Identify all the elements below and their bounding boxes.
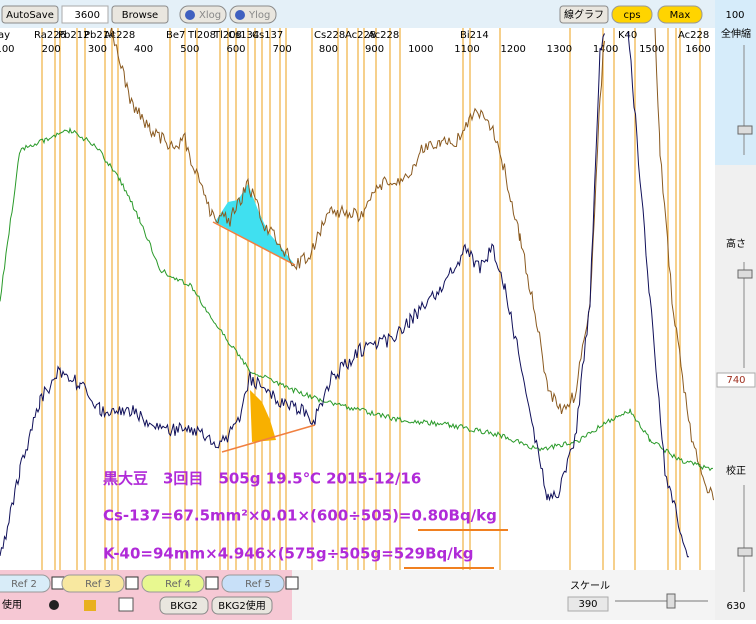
energy-tick-label: 500: [180, 44, 199, 55]
xlog-label: Xlog: [199, 10, 221, 21]
list-icon[interactable]: [118, 597, 134, 612]
ref-buttons: Ref 2 Ref 3 Ref 4 Ref 5: [0, 574, 299, 593]
height-value: 740: [726, 375, 745, 386]
ref-label: Ref 5: [245, 579, 271, 590]
max-button[interactable]: [657, 5, 703, 24]
scale-value: 390: [578, 599, 597, 610]
nuclide-label: Bi214: [460, 30, 489, 41]
energy-tick-label: 800: [319, 44, 338, 55]
ref-button[interactable]: [141, 574, 205, 593]
energy-tick-label: 1600: [685, 44, 710, 55]
slider-thumb[interactable]: [737, 269, 753, 279]
scale-label: スケール: [570, 580, 610, 592]
cs137-area-2: [250, 390, 276, 442]
zoom-panel: [715, 0, 756, 165]
ref-checkbox[interactable]: [285, 576, 299, 590]
lock-icon[interactable]: [84, 600, 96, 611]
calibration-value: 630: [726, 601, 745, 612]
energy-tick-label: 1500: [639, 44, 664, 55]
browse-button[interactable]: [111, 5, 169, 24]
nuclide-label: Pb212: [58, 30, 89, 41]
energy-tick-label: 1400: [593, 44, 618, 55]
ref-checkbox[interactable]: [205, 576, 219, 590]
annotation-title: 黒大豆 3回目 505g 19.5℃ 2015-12/16: [103, 470, 421, 488]
energy-tick-label: 1300: [547, 44, 572, 55]
ref-button[interactable]: [0, 574, 51, 593]
bkg2-use-label: BKG2使用: [218, 599, 266, 612]
energy-tick-label: 1000: [408, 44, 433, 55]
energy-tick-label: 100: [0, 44, 15, 55]
zoom-all-label: 全伸縮: [721, 27, 751, 40]
bkg2-button[interactable]: [159, 596, 209, 615]
ylog-icon: [235, 10, 245, 20]
calibration-label: 校正: [726, 464, 746, 477]
nuclide-label: Cs228: [314, 30, 345, 41]
energy-tick-label: 900: [365, 44, 384, 55]
bkg2-label: BKG2: [170, 601, 198, 612]
ref-label: Ref 3: [85, 579, 111, 590]
count-value: 3600: [75, 10, 100, 21]
height-field[interactable]: [716, 372, 756, 388]
count-field[interactable]: [61, 5, 109, 24]
ref-checkbox[interactable]: [125, 576, 139, 590]
nuclide-label: Pb214: [84, 30, 115, 41]
ref-button[interactable]: [221, 574, 285, 593]
ref-label: Ref 2: [11, 579, 37, 590]
energy-tick-label: 200: [42, 44, 61, 55]
ylog-label: Ylog: [248, 10, 270, 21]
ref-label: Ref 4: [165, 579, 191, 590]
nuclide-label: Cs134: [228, 30, 259, 41]
nuclide-label: Ra226: [34, 30, 66, 41]
nuclide-label: Ac228: [678, 30, 709, 41]
autosave-label: AutoSave: [6, 10, 54, 21]
nuclide-label: K40: [618, 30, 637, 41]
spectrum-line: [109, 27, 714, 501]
nuclide-label: Cs137: [252, 30, 283, 41]
energy-tick-label: 400: [134, 44, 153, 55]
use-label: 使用: [2, 598, 22, 611]
cps-label: cps: [623, 10, 640, 21]
line-graph-button[interactable]: [559, 5, 609, 24]
browse-label: Browse: [122, 10, 158, 21]
cps-button[interactable]: [611, 5, 653, 24]
nuclide-label: Tl208: [187, 30, 216, 41]
energy-tick-label: 1100: [454, 44, 479, 55]
edge-label: ay: [0, 30, 10, 41]
bkg2-use-button[interactable]: [211, 596, 273, 615]
scale-thumb[interactable]: [666, 593, 676, 609]
slider-thumb[interactable]: [737, 125, 753, 135]
autosave-button[interactable]: [1, 5, 59, 24]
nuclide-label: Ac228: [345, 30, 376, 41]
max-label: Max: [670, 10, 691, 21]
annotation-k40: K-40=94mm×4.946×(575g÷505g=529Bq/kg: [103, 545, 473, 563]
baseline: [212, 221, 296, 266]
nuclide-label: Ac228: [368, 30, 399, 41]
annotation-cs137: Cs-137=67.5mm²×0.01×(600÷505)=0.80Bq/kg: [103, 507, 497, 525]
cs137-area: [215, 184, 295, 265]
height-label: 高さ: [726, 237, 746, 250]
slider-thumb[interactable]: [737, 547, 753, 557]
baseline: [221, 424, 316, 453]
energy-tick-label: 300: [88, 44, 107, 55]
energy-tick-label: 700: [273, 44, 292, 55]
energy-tick-label: 600: [226, 44, 245, 55]
scale-field[interactable]: [567, 596, 609, 612]
energy-tick-label: 1200: [500, 44, 525, 55]
nuclide-label: Be7: [166, 30, 185, 41]
line-graph-label: 線グラフ: [564, 8, 604, 21]
xlog-icon: [185, 10, 195, 20]
spectrum-line: [0, 32, 689, 558]
nuclide-label: Tl208: [213, 30, 242, 41]
ref-button[interactable]: [61, 574, 125, 593]
paw-icon[interactable]: [49, 600, 59, 610]
spectrum-line: [0, 126, 713, 472]
plot: ay 100 200 300 400 500 600 700 800 900 1000 1100 120…: [0, 27, 714, 570]
nuclide-label: Ac228: [104, 30, 135, 41]
top-value: 100: [725, 10, 744, 21]
